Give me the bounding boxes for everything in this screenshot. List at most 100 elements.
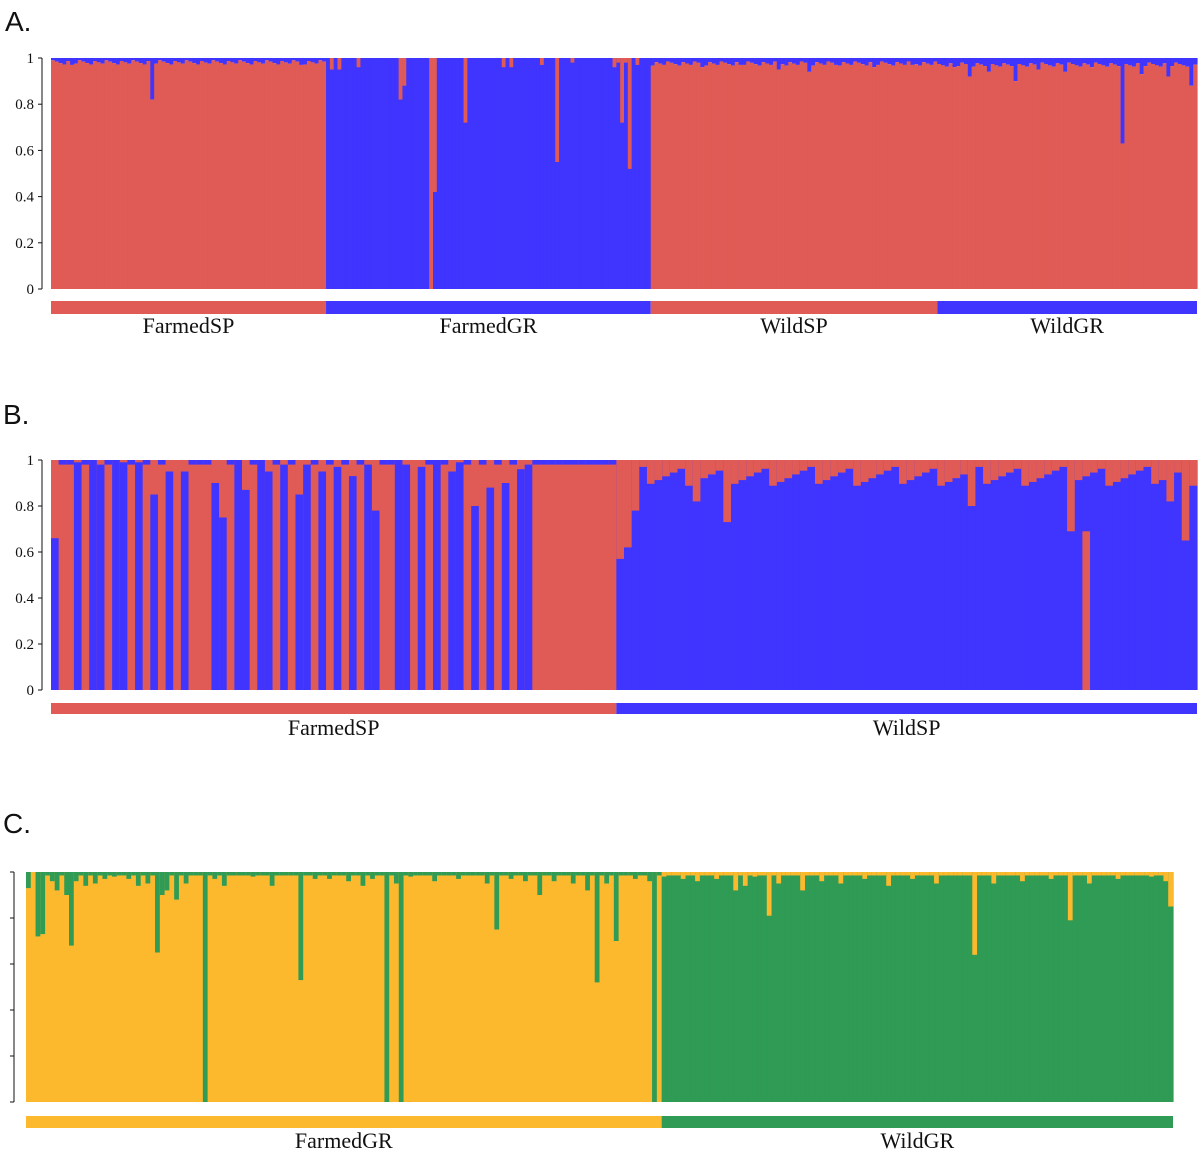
bar-segment xyxy=(585,460,595,690)
bar-segment xyxy=(157,58,163,61)
bar-segment xyxy=(589,872,596,1102)
bar-segment xyxy=(1055,58,1061,64)
group-label: WildSP xyxy=(873,715,941,740)
bar-segment xyxy=(269,872,276,1102)
bar-segment xyxy=(336,872,343,1102)
bar-segment xyxy=(769,58,774,65)
bar-segment xyxy=(196,460,205,465)
bar-segment xyxy=(379,460,388,465)
bar-segment xyxy=(860,460,870,690)
bar-segment xyxy=(532,58,537,289)
bar-segment xyxy=(910,872,916,1102)
bar-segment xyxy=(40,872,46,935)
bar-segment xyxy=(613,872,620,941)
bar-segment xyxy=(1112,58,1118,65)
bar-segment xyxy=(352,58,358,289)
bar-segment xyxy=(523,872,529,1102)
bar-segment xyxy=(494,460,503,465)
bar-segment xyxy=(207,63,213,290)
bar-segment xyxy=(58,58,64,64)
bar-segment xyxy=(879,58,885,62)
bar-segment xyxy=(398,872,405,1102)
bar-segment xyxy=(799,460,808,471)
bar-segment xyxy=(1158,66,1164,289)
bar-segment xyxy=(465,872,472,876)
bar-segment xyxy=(728,872,734,876)
bar-segment xyxy=(26,872,32,889)
bar-segment xyxy=(1124,58,1129,65)
bar-segment xyxy=(1097,460,1106,469)
bar-segment xyxy=(924,872,930,1102)
bar-segment xyxy=(303,464,312,690)
bar-segment xyxy=(1166,76,1171,289)
bar-segment xyxy=(142,460,151,690)
bar-segment xyxy=(666,872,672,1102)
bar-segment xyxy=(809,872,816,876)
bar-segment xyxy=(824,872,830,1102)
panel-letter-b: B. xyxy=(3,399,29,430)
bar-segment xyxy=(1105,58,1110,67)
bar-segment xyxy=(1091,872,1098,1102)
bar-segment xyxy=(1044,460,1053,690)
bar-segment xyxy=(551,872,558,1102)
bar-segment xyxy=(528,58,533,289)
bar-segment xyxy=(212,872,218,879)
bar-segment xyxy=(746,460,755,477)
bar-segment xyxy=(647,872,653,882)
bar-segment xyxy=(752,872,758,1102)
bar-segment xyxy=(943,872,949,1102)
bar-segment xyxy=(389,872,395,876)
bar-segment xyxy=(455,462,465,690)
bar-segment xyxy=(66,61,71,290)
bar-segment xyxy=(886,872,892,886)
bar-segment xyxy=(97,872,104,1102)
bar-segment xyxy=(822,460,831,690)
bar-segment xyxy=(131,872,137,1102)
bar-segment xyxy=(371,510,381,690)
bar-segment xyxy=(708,62,713,289)
bar-segment xyxy=(599,872,605,876)
bar-segment xyxy=(562,58,568,289)
bar-segment xyxy=(432,872,438,882)
bar-segment xyxy=(953,872,959,1102)
bar-segment xyxy=(700,460,709,479)
bar-segment xyxy=(994,58,999,66)
bar-segment xyxy=(295,58,300,62)
bar-segment xyxy=(1059,460,1068,690)
bar-segment xyxy=(948,63,954,289)
bar-segment xyxy=(49,872,56,882)
bar-segment xyxy=(646,58,652,289)
bar-segment xyxy=(1032,64,1038,289)
bar-segment xyxy=(895,872,902,1102)
y-tick-label: 0 xyxy=(27,683,35,699)
group-bar xyxy=(661,1116,1173,1128)
bar-segment xyxy=(203,460,213,690)
bar-segment xyxy=(66,58,71,62)
bar-segment xyxy=(203,62,209,290)
bar-segment xyxy=(155,872,161,953)
bar-segment xyxy=(35,872,41,1102)
bar-segment xyxy=(183,872,190,884)
bar-segment xyxy=(757,65,763,289)
bar-segment xyxy=(814,872,820,876)
bar-segment xyxy=(81,460,90,465)
bar-segment xyxy=(341,872,347,1102)
bar-segment xyxy=(860,64,866,289)
bar-segment xyxy=(1143,460,1152,690)
bar-segment xyxy=(341,460,350,465)
bar-segment xyxy=(902,58,908,65)
bar-segment xyxy=(900,872,906,1102)
bar-segment xyxy=(408,872,414,1102)
bar-segment xyxy=(792,63,797,289)
bar-segment xyxy=(470,872,476,876)
bar-segment xyxy=(704,58,709,66)
bar-segment xyxy=(119,61,125,290)
bar-segment xyxy=(938,872,945,876)
bar-segment xyxy=(471,506,480,690)
bar-segment xyxy=(503,872,510,876)
bar-segment xyxy=(662,460,671,477)
bar-segment xyxy=(914,64,919,289)
bar-segment xyxy=(975,460,984,690)
bar-segment xyxy=(269,872,276,886)
bar-segment xyxy=(1005,872,1012,876)
